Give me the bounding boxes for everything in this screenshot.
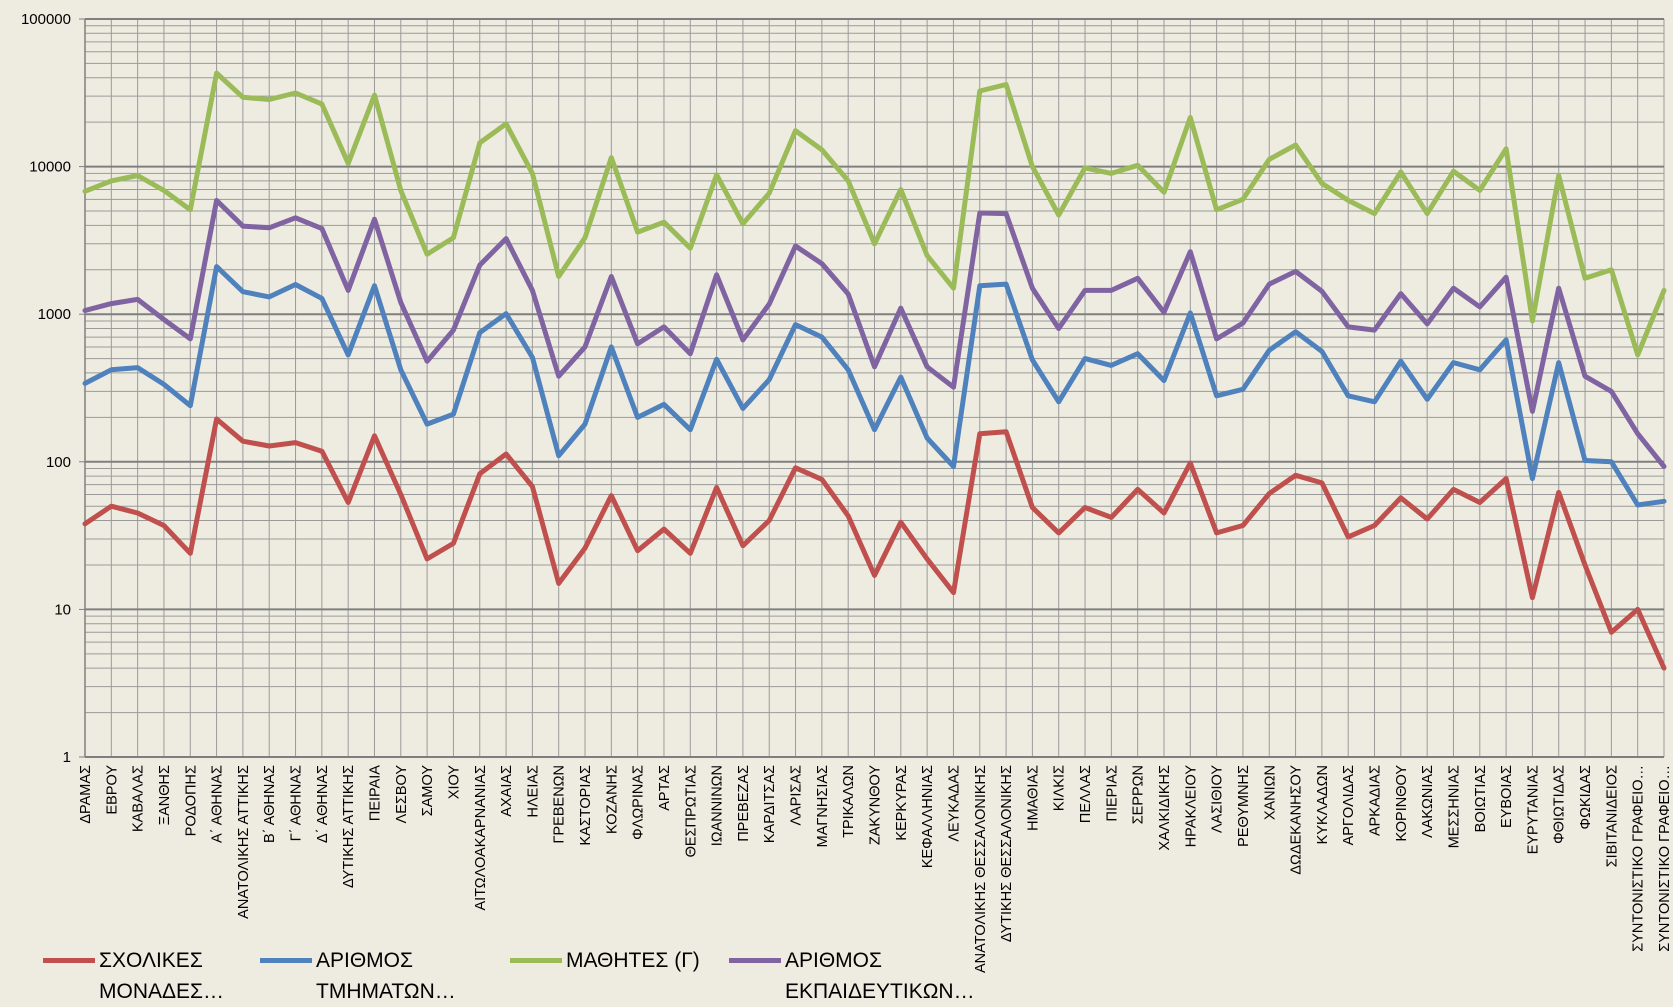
x-tick-label: ΠΡΕΒΕΖΑΣ [736,765,752,842]
x-tick-label: ΧΑΛΚΙΔΙΚΗΣ [1157,765,1173,851]
series-line [82,70,1667,358]
x-tick-label: ΕΒΡΟΥ [104,765,120,815]
x-tick-label: Δ΄ ΑΘΗΝΑΣ [315,765,331,843]
x-tick-label: ΦΛΩΡΙΝΑΣ [631,765,647,840]
x-tick-label: ΓΡΕΒΕΝΩΝ [552,765,568,843]
y-tick-label: 1000 [38,306,71,323]
x-tick-label: ΣΕΡΡΩΝ [1131,765,1147,824]
x-tick-label: Α΄ ΑΘΗΝΑΣ [210,765,226,843]
x-tick-label: ΣΙΒΙΤΑΝΙΔΕΙΟΣ [1604,765,1620,867]
legend-item: ΜΑΘΗΤΕΣ (Γ) [510,945,716,976]
legend-item: ΣΧΟΛΙΚΕΣ ΜΟΝΑΔΕΣ… [43,945,249,1007]
x-tick-label: ΗΜΑΘΙΑΣ [1025,765,1041,831]
x-tick-label: ΠΕΙΡΑΙΑ [367,765,383,821]
x-tick-label: ΜΑΓΝΗΣΙΑΣ [815,765,831,847]
x-tick-label: ΛΕΥΚΑΔΑΣ [946,765,962,842]
x-tick-label: ΚΟΖΑΝΗΣ [604,765,620,834]
series-line [82,416,1667,671]
legend-label: ΣΧΟΛΙΚΕΣ ΜΟΝΑΔΕΣ… [99,949,225,1003]
x-tick-label: ΡΟΔΟΠΗΣ [183,765,199,836]
legend-label: ΜΑΘΗΤΕΣ (Γ) [566,949,700,972]
x-tick-label: Β΄ ΑΘΗΝΑΣ [262,765,278,843]
x-tick-label: ΘΕΣΠΡΩΤΙΑΣ [683,765,699,857]
y-tick-label: 100000 [21,11,71,28]
legend-label: ΑΡΙΘΜΟΣ ΤΜΗΜΑΤΩΝ… [316,949,456,1003]
x-tick-label: ΑΙΤΩΛΟΑΚΑΡΝΑΝΙΑΣ [473,765,489,911]
x-tick-label: ΣΑΜΟΥ [420,765,436,817]
x-tick-label: ΛΑΡΙΣΑΣ [789,765,805,826]
x-tick-label: ΑΝΑΤΟΛΙΚΗΣ ΑΤΤΙΚΗΣ [236,765,252,919]
x-tick-label: ΑΡΓΟΛΙΔΑΣ [1341,765,1357,845]
y-tick-label: 100 [46,454,71,471]
x-tick-label: ΔΩΔΕΚΑΝΗΣΟΥ [1289,765,1305,875]
y-tick-label: 10000 [29,159,71,176]
x-tick-label: ΦΘΙΩΤΙΔΑΣ [1552,765,1568,844]
legend-item: ΑΡΙΘΜΟΣ ΕΚΠΑΙΔΕΥΤΙΚΩΝ… [729,945,975,1007]
x-tick-label: ΧΙΟΥ [446,765,462,800]
x-tick-label: ΛΕΣΒΟΥ [394,765,410,824]
x-tick-label: ΚΙΛΚΙΣ [1052,765,1068,811]
x-tick-label: ΗΛΕΙΑΣ [525,765,541,818]
series-line [82,264,1667,508]
legend-swatch [729,958,781,963]
x-tick-label: ΚΑΣΤΟΡΙΑΣ [578,765,594,846]
x-tick-label: ΚΑΒΑΛΑΣ [131,765,147,832]
x-tick-label: ΦΩΚΙΔΑΣ [1578,765,1594,829]
legend-swatch [260,958,312,963]
x-tick-label: ΚΕΦΑΛΛΗΝΙΑΣ [920,765,936,868]
x-tick-label: ΗΡΑΚΛΕΙΟΥ [1183,765,1199,848]
x-tick-label: ΣΥΝΤΟΝΙΣΤΙΚΟ ΓΡΑΦΕΙΟ… [1631,765,1647,952]
x-tick-label: ΤΡΙΚΑΛΩΝ [841,765,857,838]
x-tick-label: ΙΩΑΝΝΙΝΩΝ [710,765,726,846]
x-tick-label: ΑΧΑΙΑΣ [499,765,515,817]
y-tick-label: 1 [63,749,71,766]
x-tick-label: ΡΕΘΥΜΝΗΣ [1236,765,1252,847]
x-tick-label: ΣΥΝΤΟΝΙΣΤΙΚΟ ΓΡΑΦΕΙΟ… [1657,765,1673,952]
x-tick-label: ΚΕΡΚΥΡΑΣ [894,765,910,841]
x-tick-label: ΛΑΣΙΘΙΟΥ [1210,765,1226,833]
y-tick-label: 10 [54,601,71,618]
x-tick-label: ΖΑΚΥΝΘΟΥ [868,765,884,845]
x-tick-label: ΞΑΝΘΗΣ [157,765,173,825]
x-tick-label: ΚΑΡΔΙΤΣΑΣ [762,765,778,843]
x-tick-label: ΑΝΑΤΟΛΙΚΗΣ ΘΕΣΣΑΛΟΝΙΚΗΣ [973,765,989,973]
x-tick-label: ΔΡΑΜΑΣ [78,765,94,824]
x-tick-label: ΔΥΤΙΚΗΣ ΘΕΣΣΑΛΟΝΙΚΗΣ [999,765,1015,942]
x-tick-label: ΠΙΕΡΙΑΣ [1104,765,1120,822]
x-tick-label: ΧΑΝΙΩΝ [1262,765,1278,820]
x-tick-label: ΠΕΛΛΑΣ [1078,765,1094,823]
x-tick-label: ΛΑΚΩΝΙΑΣ [1420,765,1436,838]
legend-swatch [510,958,562,963]
x-tick-label: ΚΥΚΛΑΔΩΝ [1315,765,1331,844]
legend-item: ΑΡΙΘΜΟΣ ΤΜΗΜΑΤΩΝ… [260,945,466,1007]
legend-swatch [43,958,95,963]
x-tick-label: ΕΥΡΥΤΑΝΙΑΣ [1525,765,1541,854]
x-tick-label: ΔΥΤΙΚΗΣ ΑΤΤΙΚΗΣ [341,765,357,888]
x-tick-label: ΕΥΒΟΙΑΣ [1499,765,1515,828]
x-tick-label: ΑΡΤΑΣ [657,765,673,811]
x-tick-label: ΚΟΡΙΝΘΟΥ [1394,765,1410,842]
legend-label: ΑΡΙΘΜΟΣ ΕΚΠΑΙΔΕΥΤΙΚΩΝ… [785,949,975,1003]
x-tick-label: ΜΕΣΣΗΝΙΑΣ [1446,765,1462,848]
x-tick-label: ΒΟΙΩΤΙΑΣ [1473,765,1489,832]
series-line [82,197,1667,469]
x-tick-label: Γ΄ ΑΘΗΝΑΣ [289,765,305,841]
x-tick-label: ΑΡΚΑΔΙΑΣ [1368,765,1384,836]
